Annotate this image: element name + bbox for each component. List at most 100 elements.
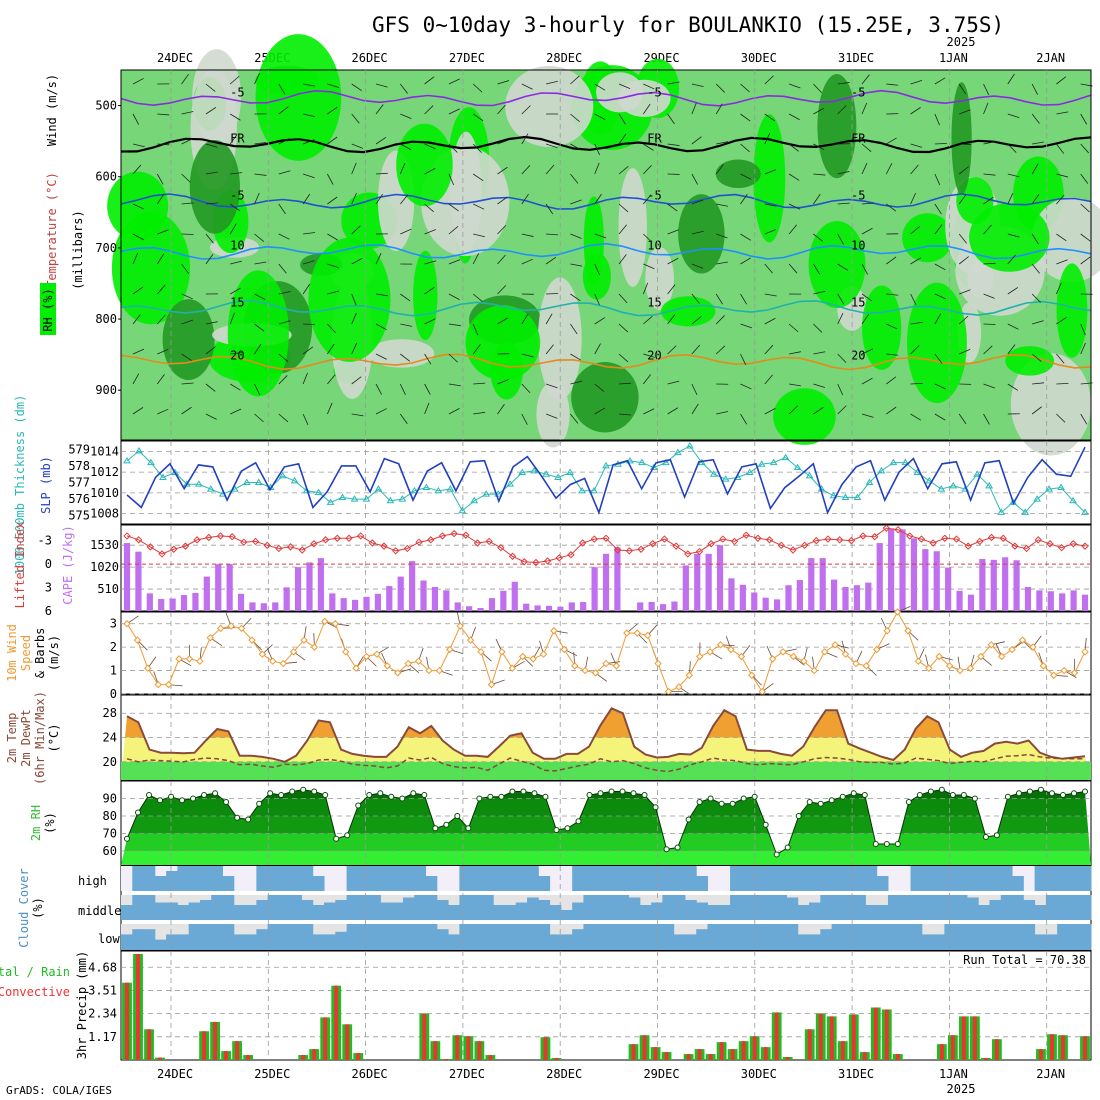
wind-barb [691,293,700,304]
rh-point [1026,788,1033,795]
wind-barb [545,344,554,355]
wind-barb [958,193,967,205]
wind-barb [1056,194,1065,205]
wind-barb [643,408,655,415]
rh-point [542,793,549,800]
wind-barb [788,113,800,121]
wind-barb [181,406,192,415]
wind-barb [327,374,336,385]
cloud-bar [865,866,878,891]
cloud-bar [639,866,652,891]
thickness-point [901,458,910,466]
wind-barb [351,162,357,175]
cloud-bar [290,866,302,891]
precip-tick-label: 3.51 [88,983,117,997]
wind-barb [1056,353,1065,364]
cloud-bar [301,924,314,950]
wind-barb [1031,83,1039,95]
wind-barb [472,173,484,182]
wind10-point [300,636,308,644]
wind-barb [740,293,747,305]
cape-bar [808,558,815,611]
wind-barb [424,353,432,365]
wind10-point [404,659,412,668]
wind-barb [132,314,141,325]
wind-barb [1080,113,1088,125]
wind-barb [594,383,605,392]
rh-patch [1031,197,1100,282]
wind-barb [570,113,580,122]
cloud-axis-label-line: (%) [31,897,45,919]
wind-barb [861,313,870,325]
wind-barb [861,74,870,85]
cape-bar [842,586,849,611]
cape-bar [135,551,142,611]
cloud-bar [188,924,201,950]
cloud-bar [177,866,190,891]
wind10-point [487,680,496,689]
thickness-point [254,478,263,485]
wind-barb [545,313,553,325]
wind-barb [740,383,752,390]
wind-barb [132,164,142,175]
cloud-bar [910,924,923,950]
wind-barb [181,293,193,300]
precip-convective-bar [807,1029,812,1060]
wind-barb [618,293,628,304]
wind-barb [351,312,357,325]
wind10-point [248,636,256,644]
cape-bar [363,596,370,611]
cloud-bar [966,866,979,891]
wind-barb [618,353,629,363]
rh-patch [645,247,674,310]
cloud-bar [154,876,167,891]
temp-tick-label: 24 [103,731,117,745]
wind-barb [1007,173,1020,178]
wind10-point [612,662,621,670]
wind-barb [691,316,702,325]
cape-bar [146,593,153,611]
wind10-point [685,671,694,679]
contour-label: 10 [230,238,244,252]
wind-barb [1031,163,1039,175]
wind-barb [716,141,729,145]
wind-barb [813,143,825,151]
precip-convective-bar [664,1052,669,1060]
precip-convective-bar [1038,1049,1043,1060]
cloud-bar [831,924,844,950]
rh-point [696,799,703,805]
cape-bar [705,553,712,611]
rh-patch [255,65,320,96]
thickness-point [1057,483,1065,490]
wind-barb [278,106,289,115]
cloud-bar [1045,866,1058,891]
cape-bar [637,602,644,611]
wind-barb [740,193,748,205]
wind-barb [351,257,363,265]
wind-barb [254,261,267,265]
contour-line [120,193,1092,210]
temp-axis-label: 2m Temp 2m DewPt (6hr Min/Max) (°C) [5,691,61,785]
rh-point [861,792,868,798]
wind-barb [983,83,990,95]
rh-patch [111,211,191,325]
precip-convective-bar [433,1041,438,1060]
wind-barb [764,169,777,175]
cloud-bar [933,895,945,920]
wind-barb [1080,256,1091,265]
wind-barb [181,73,189,85]
wind-barb [983,293,995,299]
cloud-bar [876,924,889,950]
wind-barb [667,229,679,235]
cape-bar [215,564,222,611]
cloud-bar [527,897,539,920]
li-point [1046,540,1054,548]
wind-barb [691,83,704,87]
cloud-bar [256,900,269,920]
temp-tick-label: 20 [103,755,117,769]
rh-point [982,834,989,840]
cape-bar [945,567,952,611]
cloud-bar [132,895,145,920]
cloud-bar [493,866,505,891]
wind-barb [959,348,971,355]
